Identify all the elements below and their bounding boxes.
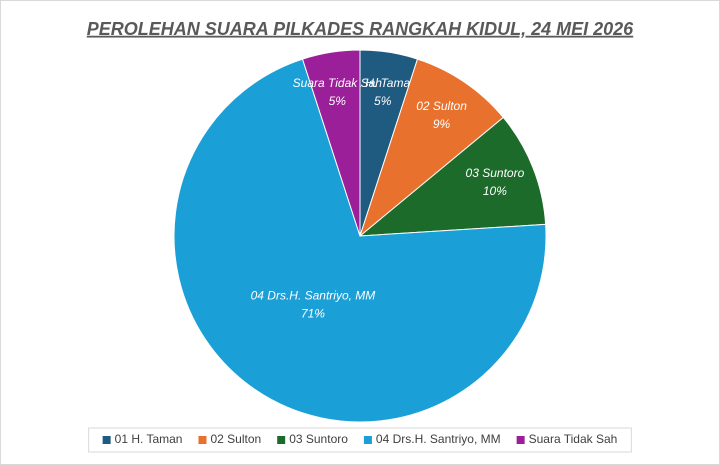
pie-slice [301, 49, 361, 237]
data-label-value: 10% [483, 184, 507, 198]
data-label-value: 71% [301, 306, 325, 320]
legend-swatch [198, 436, 207, 444]
legend-label: 03 Suntoro [289, 432, 348, 446]
data-label-name: 04 Drs.H. Santriyo, MM [251, 288, 376, 302]
legend: 01 H. Taman 02 Sulton 03 Suntoro 04 Drs.H. … [102, 432, 618, 446]
legend-swatch [102, 436, 111, 444]
data-label-name: 02 Sulton [416, 99, 467, 113]
data-label-value: 9% [433, 117, 451, 131]
pie-slice [173, 58, 547, 423]
data-label-name: 03 Suntoro [466, 166, 525, 180]
data-label-name: 01 H. Taman [349, 76, 418, 90]
legend-label: 01 H. Taman [115, 432, 183, 446]
pie-slice [358, 58, 505, 238]
legend-frame [88, 427, 632, 453]
legend-label: 02 Sulton [210, 432, 261, 446]
chart-title: PEROLEHAN SUARA PILKADES RANGKAH KIDUL, … [87, 19, 634, 39]
data-label-value: 5% [329, 94, 347, 108]
data-label-value: 5% [374, 94, 392, 108]
legend-swatch [363, 436, 372, 444]
legend-label: 04 Drs.H. Santriyo, MM [376, 432, 501, 446]
legend-swatch [516, 436, 525, 444]
data-label-name: Suara Tidak Sah [293, 76, 383, 90]
legend-swatch [277, 436, 286, 444]
legend-label: Suara Tidak Sah [529, 432, 618, 446]
pie-slice [358, 116, 547, 237]
